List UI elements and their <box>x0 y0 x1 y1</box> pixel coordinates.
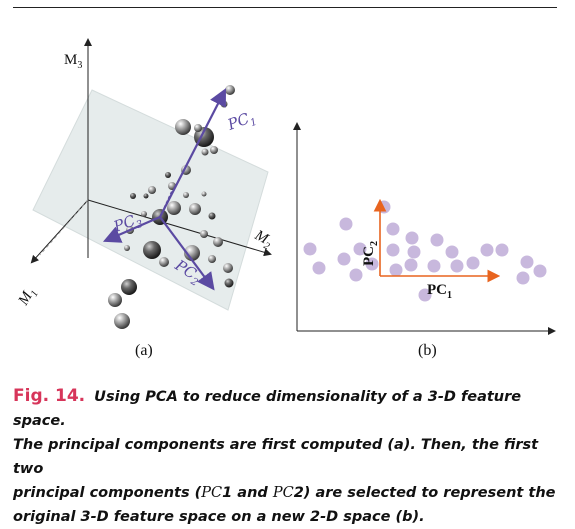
panel-b-label: (b) <box>418 342 437 359</box>
label-pc1-a: PC1 <box>224 107 258 137</box>
figure-svg: M3 M2 M1 PC1 PC2 PC3 <box>15 38 556 335</box>
label-pc2-b: PC2 <box>361 241 380 266</box>
figure-caption: Fig. 14. Using PCA to reduce dimensional… <box>13 384 561 529</box>
caption-label: Fig. 14. <box>13 386 86 406</box>
label-pc1-b: PC1 <box>427 282 452 301</box>
panel-a: M3 M2 M1 PC1 PC2 PC3 <box>15 38 275 329</box>
label-m1: M1 <box>15 285 41 311</box>
caption-line4: original 3-D feature space on a new 2-D … <box>13 509 425 525</box>
caption-line3-post: ) are selected to represent the <box>303 485 556 501</box>
caption-and: and <box>232 485 273 501</box>
label-m2: M2 <box>250 227 275 252</box>
axis-m1-back <box>39 199 89 256</box>
caption-pc1-num: 1 <box>222 485 233 501</box>
caption-pc2-num: 2 <box>293 485 304 501</box>
axis-m2 <box>87 199 272 257</box>
caption-pc1-symbol: PC <box>201 485 223 501</box>
data-points-2d <box>303 200 547 302</box>
caption-pc2-symbol: PC <box>272 485 294 501</box>
caption-line2: The principal components are first compu… <box>13 437 539 477</box>
top-rule <box>13 7 557 8</box>
panel-a-label: (a) <box>135 342 153 359</box>
panel-b: PC1 PC2 <box>293 122 556 335</box>
caption-line1: Using PCA to reduce dimensionality of a … <box>13 389 522 429</box>
caption-line3-pre: principal components ( <box>13 485 202 501</box>
pc2-arrow-a <box>159 216 215 291</box>
pc1-arrow-a <box>159 88 227 218</box>
label-m3: M3 <box>64 52 82 71</box>
pc3-arrow-a <box>102 215 161 243</box>
